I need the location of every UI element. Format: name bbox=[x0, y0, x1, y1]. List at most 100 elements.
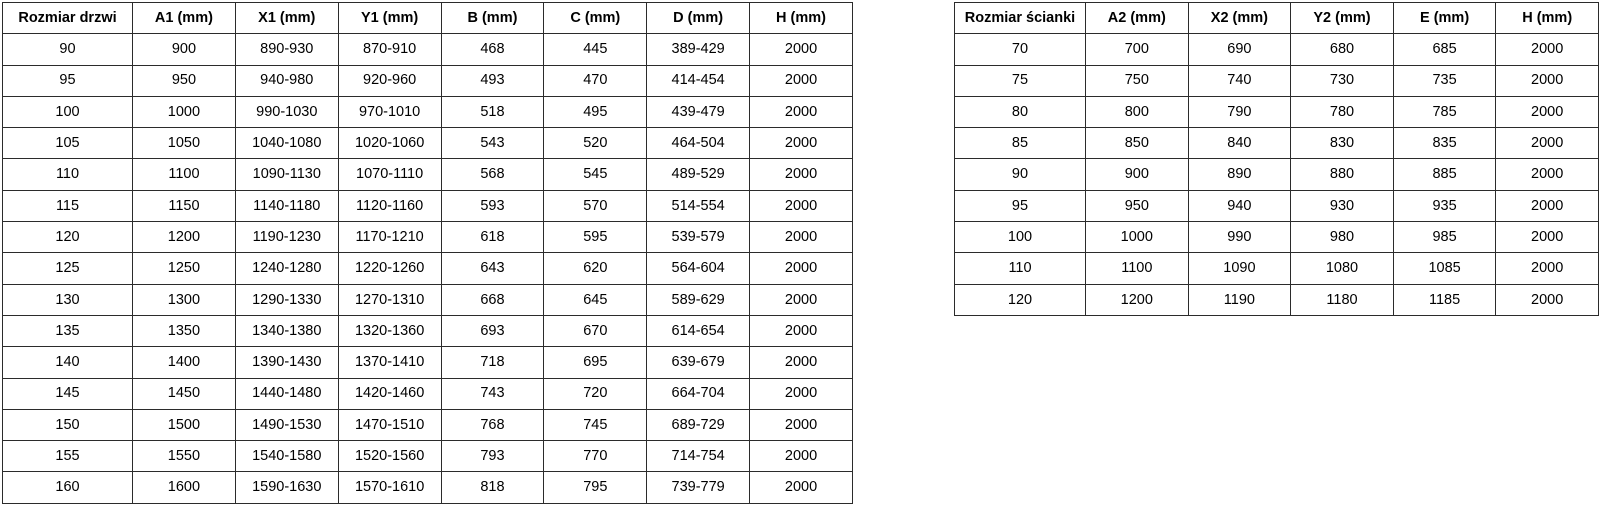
table-cell: 750 bbox=[1085, 64, 1189, 97]
table-cell: 1590-1630 bbox=[234, 471, 339, 504]
table-cell: 518 bbox=[440, 95, 545, 129]
table-cell: 730 bbox=[1290, 64, 1394, 97]
table-cell: 670 bbox=[543, 314, 648, 348]
table-cell: 125 bbox=[2, 252, 133, 285]
table-cell: 545 bbox=[543, 158, 648, 191]
table-cell: 464-504 bbox=[646, 127, 751, 160]
table-cell: 1120-1160 bbox=[337, 189, 442, 223]
table-cell: 1020-1060 bbox=[337, 127, 442, 160]
table-cell: 150 bbox=[2, 408, 133, 442]
table-cell: 935 bbox=[1392, 189, 1497, 223]
table-cell: 543 bbox=[440, 127, 545, 160]
table-cell: 1320-1360 bbox=[337, 314, 442, 348]
table-cell: 468 bbox=[440, 33, 545, 66]
table-cell: 1040-1080 bbox=[234, 127, 339, 160]
table-cell: 95 bbox=[2, 64, 133, 97]
table-cell: 980 bbox=[1290, 221, 1394, 254]
table-cell: 1350 bbox=[132, 314, 236, 348]
table-cell: 1500 bbox=[132, 408, 236, 442]
table-cell: 740 bbox=[1187, 64, 1292, 97]
table-cell: 1490-1530 bbox=[234, 408, 339, 442]
table-cell: 1090-1130 bbox=[234, 158, 339, 191]
table-row: 120 1200 1190 1180 1185 2000 bbox=[954, 283, 1599, 316]
door-table-header-row: Rozmiar drzwi A1 (mm) X1 (mm) Y1 (mm) B (mm)… bbox=[2, 1, 853, 35]
table-cell: 90 bbox=[954, 158, 1086, 191]
table-cell: 110 bbox=[954, 252, 1086, 285]
table-cell: 1290-1330 bbox=[234, 283, 339, 316]
table-cell: 693 bbox=[440, 314, 545, 348]
table-cell: 890 bbox=[1187, 158, 1292, 191]
table-cell: 1550 bbox=[132, 440, 236, 473]
table-cell: 2000 bbox=[749, 189, 853, 223]
table-row: 150 1500 1490-1530 1470-1510 768 745 689-729 20… bbox=[2, 408, 853, 442]
table-cell: 840 bbox=[1187, 127, 1292, 160]
table-cell: 120 bbox=[954, 283, 1086, 316]
column-header: X2 (mm) bbox=[1187, 1, 1292, 35]
column-header: B (mm) bbox=[440, 1, 545, 35]
table-cell: 1100 bbox=[1085, 252, 1189, 285]
table-cell: 115 bbox=[2, 189, 133, 223]
table-row: 95 950 940 930 935 2000 bbox=[954, 189, 1599, 223]
table-cell: 689-729 bbox=[646, 408, 751, 442]
table-cell: 495 bbox=[543, 95, 648, 129]
table-cell: 2000 bbox=[1495, 189, 1599, 223]
table-row: 130 1300 1290-1330 1270-1310 668 645 589-629 20… bbox=[2, 283, 853, 316]
table-cell: 668 bbox=[440, 283, 545, 316]
table-cell: 735 bbox=[1392, 64, 1497, 97]
table-cell: 2000 bbox=[1495, 252, 1599, 285]
table-cell: 643 bbox=[440, 252, 545, 285]
table-cell: 1450 bbox=[132, 377, 236, 410]
table-cell: 2000 bbox=[749, 440, 853, 473]
table-row: 125 1250 1240-1280 1220-1260 643 620 564-604 20… bbox=[2, 252, 853, 285]
table-cell: 130 bbox=[2, 283, 133, 316]
column-header: Rozmiar ścianki bbox=[954, 1, 1086, 35]
table-row: 110 1100 1090 1080 1085 2000 bbox=[954, 252, 1599, 285]
table-cell: 890-930 bbox=[234, 33, 339, 66]
table-cell: 618 bbox=[440, 221, 545, 254]
table-cell: 595 bbox=[543, 221, 648, 254]
table-cell: 85 bbox=[954, 127, 1086, 160]
table-cell: 155 bbox=[2, 440, 133, 473]
table-cell: 990-1030 bbox=[234, 95, 339, 129]
table-cell: 785 bbox=[1392, 95, 1497, 129]
column-header: A1 (mm) bbox=[132, 1, 236, 35]
table-cell: 645 bbox=[543, 283, 648, 316]
table-cell: 1300 bbox=[132, 283, 236, 316]
table-cell: 1270-1310 bbox=[337, 283, 442, 316]
table-cell: 985 bbox=[1392, 221, 1497, 254]
table-cell: 2000 bbox=[749, 221, 853, 254]
table-cell: 445 bbox=[543, 33, 648, 66]
table-cell: 414-454 bbox=[646, 64, 751, 97]
table-cell: 140 bbox=[2, 346, 133, 379]
table-cell: 1190 bbox=[1187, 283, 1292, 316]
table-cell: 768 bbox=[440, 408, 545, 442]
table-cell: 900 bbox=[1085, 158, 1189, 191]
table-cell: 2000 bbox=[749, 377, 853, 410]
table-row: 85 850 840 830 835 2000 bbox=[954, 127, 1599, 160]
column-header: Rozmiar drzwi bbox=[2, 1, 133, 35]
table-cell: 2000 bbox=[1495, 158, 1599, 191]
table-row: 100 1000 990-1030 970-1010 518 495 439-479 2000 bbox=[2, 95, 853, 129]
table-cell: 2000 bbox=[749, 346, 853, 379]
column-header: H (mm) bbox=[749, 1, 853, 35]
table-cell: 970-1010 bbox=[337, 95, 442, 129]
table-row: 110 1100 1090-1130 1070-1110 568 545 489-529 20… bbox=[2, 158, 853, 191]
table-cell: 835 bbox=[1392, 127, 1497, 160]
table-row: 75 750 740 730 735 2000 bbox=[954, 64, 1599, 97]
table-row: 145 1450 1440-1480 1420-1460 743 720 664-704 20… bbox=[2, 377, 853, 410]
table-cell: 2000 bbox=[749, 283, 853, 316]
table-cell: 2000 bbox=[1495, 221, 1599, 254]
table-cell: 1440-1480 bbox=[234, 377, 339, 410]
table-cell: 1180 bbox=[1290, 283, 1394, 316]
table-row: 105 1050 1040-1080 1020-1060 543 520 464-504 20… bbox=[2, 127, 853, 160]
table-cell: 790 bbox=[1187, 95, 1292, 129]
table-cell: 100 bbox=[954, 221, 1086, 254]
table-cell: 514-554 bbox=[646, 189, 751, 223]
table-cell: 2000 bbox=[749, 64, 853, 97]
table-cell: 1000 bbox=[1085, 221, 1189, 254]
table-cell: 800 bbox=[1085, 95, 1189, 129]
table-cell: 1220-1260 bbox=[337, 252, 442, 285]
table-cell: 1050 bbox=[132, 127, 236, 160]
table-cell: 2000 bbox=[1495, 33, 1599, 66]
table-cell: 1470-1510 bbox=[337, 408, 442, 442]
